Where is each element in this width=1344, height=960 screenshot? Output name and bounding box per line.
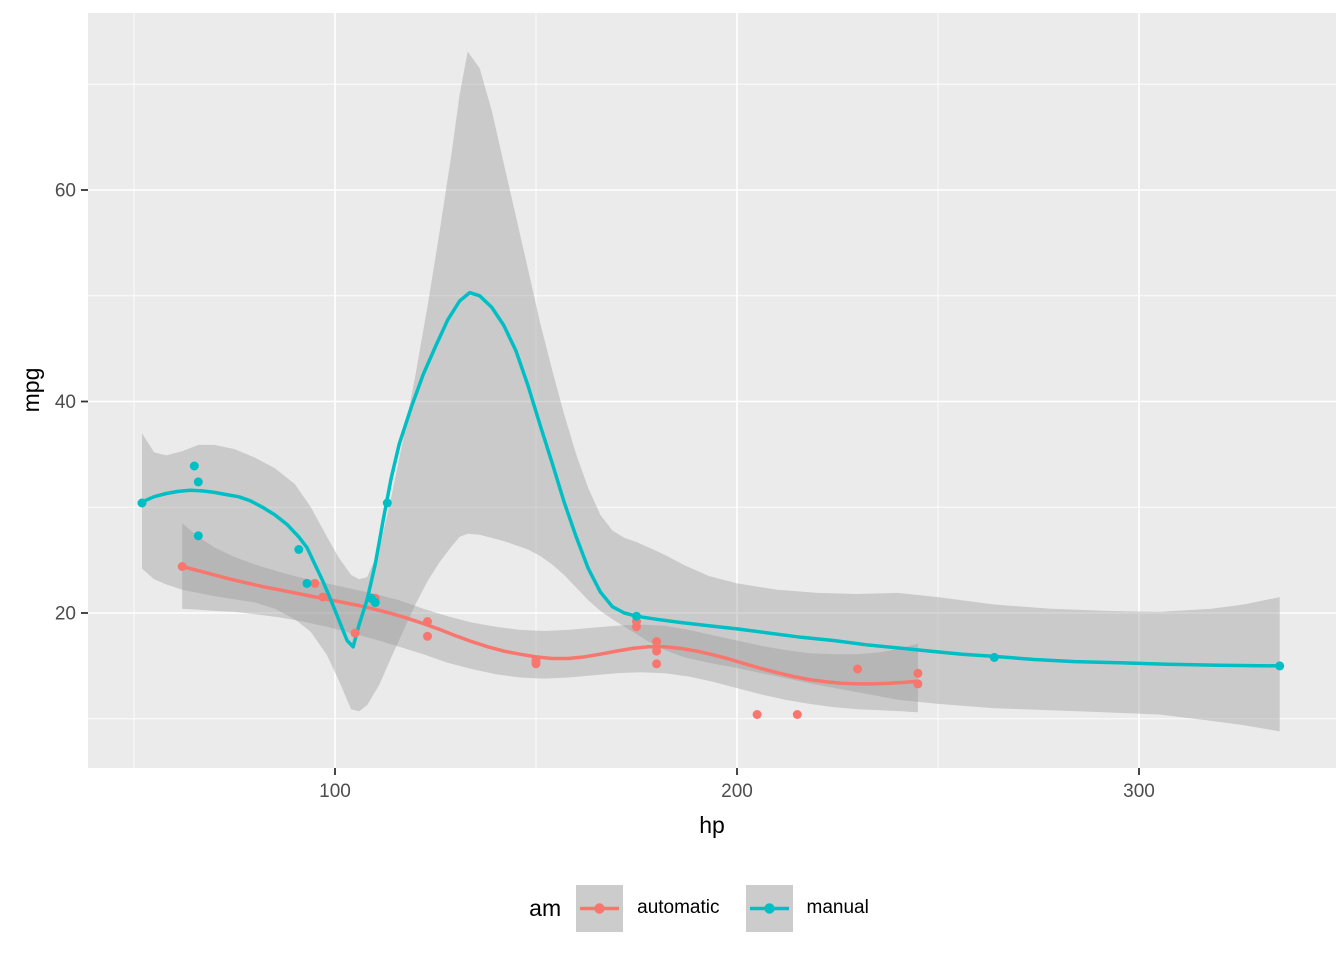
point-manual-hp52 — [137, 498, 147, 508]
point-automatic-hp150 — [531, 659, 541, 669]
point-manual-hp109 — [366, 593, 376, 603]
legend-key-graphic-manual — [749, 902, 789, 914]
legend-key-point-automatic — [594, 902, 605, 914]
legend-key-manual-swatch — [745, 884, 793, 932]
point-manual-hp113 — [382, 498, 392, 508]
point-manual-hp335 — [1275, 661, 1285, 671]
point-automatic-hp180 — [652, 637, 662, 647]
point-automatic-hp62 — [177, 562, 187, 571]
point-automatic-hp97 — [318, 592, 328, 602]
legend-title: am — [529, 894, 562, 921]
point-manual-hp175 — [632, 611, 641, 621]
legend: am automatic manual — [88, 882, 1336, 934]
y-axis-title: mpg — [18, 367, 44, 413]
legend-label-manual: manual — [806, 897, 869, 918]
point-manual-hp264 — [989, 652, 999, 662]
point-automatic-hp215 — [792, 710, 802, 719]
x-tick-label-200: 200 — [721, 781, 753, 802]
legend-key-point-manual — [763, 902, 775, 914]
point-automatic-hp180 — [652, 646, 662, 656]
point-automatic-hp95 — [310, 578, 320, 588]
ribbon-manual — [142, 51, 1280, 732]
point-automatic-hp205 — [752, 710, 762, 719]
point-manual-hp91 — [294, 545, 304, 554]
point-manual-hp66 — [193, 477, 203, 487]
y-tick-label-20: 20 — [55, 604, 76, 625]
point-automatic-hp123 — [423, 631, 432, 641]
legend-item-manual: manual — [745, 884, 895, 932]
point-manual-hp93 — [302, 578, 312, 588]
point-automatic-hp180 — [652, 659, 662, 669]
point-automatic-hp245 — [913, 679, 923, 689]
y-tick-label-40: 40 — [55, 392, 76, 413]
point-manual-hp66 — [193, 531, 203, 541]
point-automatic-hp123 — [423, 617, 432, 626]
point-automatic-hp105 — [350, 628, 360, 638]
point-automatic-hp245 — [913, 668, 923, 678]
smooth-line-automatic — [180, 564, 920, 686]
legend-key-automatic-swatch — [576, 884, 624, 932]
legend-item-automatic: automatic — [576, 884, 745, 932]
smooth-line-manual — [140, 290, 1282, 668]
x-tick-label-300: 300 — [1123, 781, 1155, 802]
point-automatic-hp230 — [853, 664, 863, 674]
panel-background — [88, 13, 1336, 768]
x-tick-label-100: 100 — [319, 781, 351, 802]
y-tick-label-60: 60 — [55, 181, 76, 202]
legend-key-graphic-automatic — [580, 902, 620, 914]
ribbon-automatic — [182, 523, 918, 713]
legend-label-automatic: automatic — [637, 897, 720, 918]
point-manual-hp65 — [189, 461, 199, 471]
x-axis-title: hp — [699, 812, 725, 838]
